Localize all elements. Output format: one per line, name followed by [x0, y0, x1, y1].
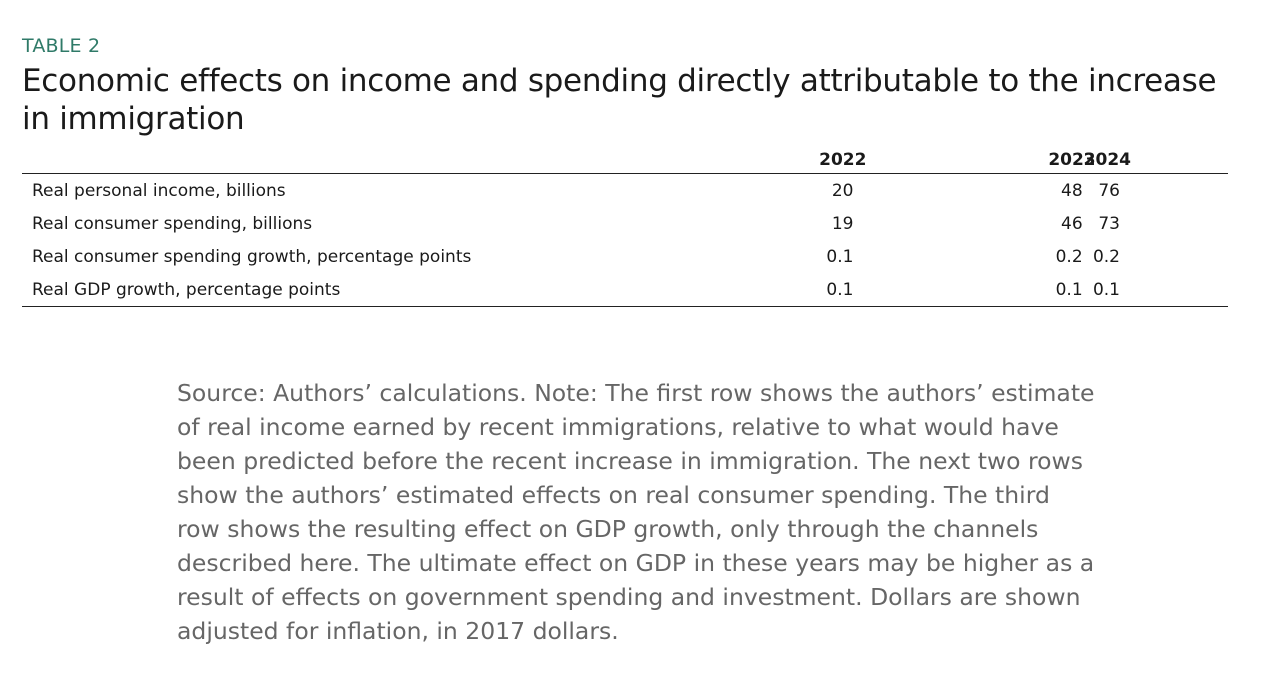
row-label: Real consumer spending growth, percentag…: [32, 246, 472, 267]
cell-value: 76: [1098, 180, 1120, 201]
cell-2024: 0.1: [1083, 273, 1228, 307]
cell-value: 0.1: [1092, 279, 1120, 300]
cell-2022: 0.1: [622, 273, 855, 307]
cell-value: 19: [831, 213, 854, 234]
header-blank: [22, 146, 623, 174]
cell-value: 0.1: [826, 246, 854, 267]
source-note: Source: Authors’ calculations. Note: The…: [177, 379, 1095, 645]
cell-value: 48: [1061, 180, 1083, 201]
cell-2023: 46: [854, 207, 1083, 240]
row-label: Real personal income, billions: [32, 180, 286, 201]
header-2022-text: 2022: [819, 149, 867, 170]
cell-2022: 19: [622, 207, 854, 240]
table-row: Real personal income, billions 20 48 76: [22, 174, 1228, 208]
cell-value: 20: [831, 180, 854, 201]
cell-2022: 0.1: [622, 240, 854, 273]
header-2024-text: 2024: [1083, 149, 1131, 170]
cell-value: 46: [1061, 213, 1083, 234]
row-label: Real GDP growth, percentage points: [22, 273, 623, 307]
cell-2024: 76: [1084, 174, 1228, 208]
cell-2023: 0.1: [854, 273, 1084, 307]
table-row: Real GDP growth, percentage points 0.1 0.1…: [22, 273, 1228, 307]
table-row: Real consumer spending growth, percentag…: [22, 240, 1228, 273]
table-title: Economic effects on income and spending …: [22, 63, 1217, 137]
cell-2024: 73: [1084, 207, 1228, 240]
header-2023: 2023: [854, 146, 1096, 174]
table-label: TABLE 2: [22, 35, 101, 57]
header-2024: 2024: [1083, 146, 1228, 174]
cell-value: 0.2: [1092, 246, 1120, 267]
cell-2022: 20: [622, 174, 854, 208]
header-2022: 2022: [622, 146, 866, 174]
cell-value: 0.2: [1055, 246, 1083, 267]
data-table: 2022 2023 2024 Real personal income, bil…: [22, 146, 1228, 307]
cell-value: 73: [1098, 213, 1120, 234]
row-label: Real consumer spending, billions: [32, 213, 313, 234]
table-row: Real consumer spending, billions 19 46 73: [22, 207, 1228, 240]
cell-value: 0.1: [826, 279, 854, 300]
cell-2023: 48: [854, 174, 1083, 208]
header-row: 2022 2023 2024: [22, 146, 1228, 174]
cell-2024: 0.2: [1084, 240, 1228, 273]
cell-value: 0.1: [1055, 279, 1083, 300]
cell-2023: 0.2: [854, 240, 1083, 273]
